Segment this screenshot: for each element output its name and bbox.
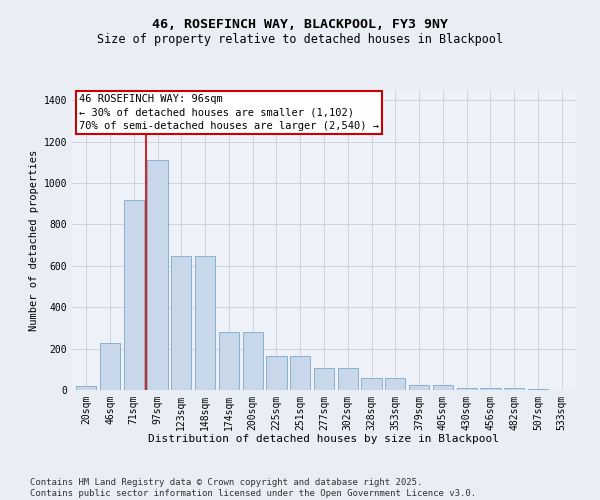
Bar — [457, 388, 477, 390]
Bar — [314, 368, 334, 390]
Text: 46 ROSEFINCH WAY: 96sqm
← 30% of detached houses are smaller (1,102)
70% of semi: 46 ROSEFINCH WAY: 96sqm ← 30% of detache… — [79, 94, 379, 130]
Y-axis label: Number of detached properties: Number of detached properties — [29, 150, 40, 330]
Bar — [361, 378, 382, 390]
Bar — [195, 256, 215, 390]
Text: Contains HM Land Registry data © Crown copyright and database right 2025.
Contai: Contains HM Land Registry data © Crown c… — [30, 478, 476, 498]
Bar — [76, 386, 97, 390]
Bar — [100, 344, 120, 390]
Bar — [338, 368, 358, 390]
Text: Size of property relative to detached houses in Blackpool: Size of property relative to detached ho… — [97, 32, 503, 46]
Bar — [148, 160, 167, 390]
Bar — [409, 385, 429, 390]
Bar — [219, 332, 239, 390]
X-axis label: Distribution of detached houses by size in Blackpool: Distribution of detached houses by size … — [149, 434, 499, 444]
Bar — [171, 256, 191, 390]
Bar — [528, 389, 548, 390]
Bar — [266, 356, 287, 390]
Bar — [242, 332, 263, 390]
Bar — [385, 378, 406, 390]
Bar — [433, 385, 453, 390]
Bar — [124, 200, 144, 390]
Bar — [290, 356, 310, 390]
Bar — [481, 388, 500, 390]
Text: 46, ROSEFINCH WAY, BLACKPOOL, FY3 9NY: 46, ROSEFINCH WAY, BLACKPOOL, FY3 9NY — [152, 18, 448, 30]
Bar — [504, 388, 524, 390]
